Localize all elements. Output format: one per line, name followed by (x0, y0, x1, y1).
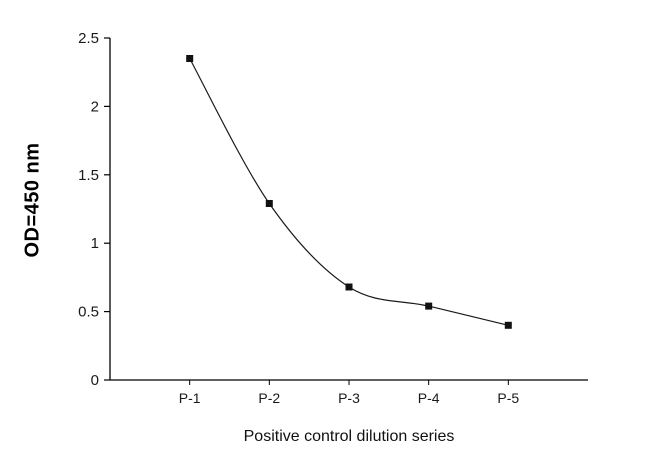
x-tick-label: P-4 (418, 390, 440, 406)
data-point-marker (265, 200, 273, 207)
y-axis-title: OD=450 nm (21, 142, 44, 258)
data-point-marker (186, 55, 194, 62)
y-tick-label: 0.5 (78, 304, 99, 321)
y-tick-label: 1 (91, 235, 99, 252)
x-tick-label: P-2 (258, 390, 280, 406)
data-point-marker (504, 321, 512, 329)
data-point-marker (425, 302, 433, 310)
x-tick-label: P-3 (338, 390, 360, 406)
y-tick-label: 2.5 (78, 30, 99, 47)
y-tick-label: 1.5 (78, 167, 99, 184)
y-tick-label: 2 (91, 98, 99, 115)
series-line (189, 58, 509, 326)
x-axis-title: Positive control dilution series (243, 428, 455, 445)
x-tick-label: P-1 (179, 390, 201, 406)
data-point-marker (345, 283, 353, 291)
y-tick-label: 0 (91, 372, 99, 389)
x-tick-label: P-5 (497, 390, 519, 406)
